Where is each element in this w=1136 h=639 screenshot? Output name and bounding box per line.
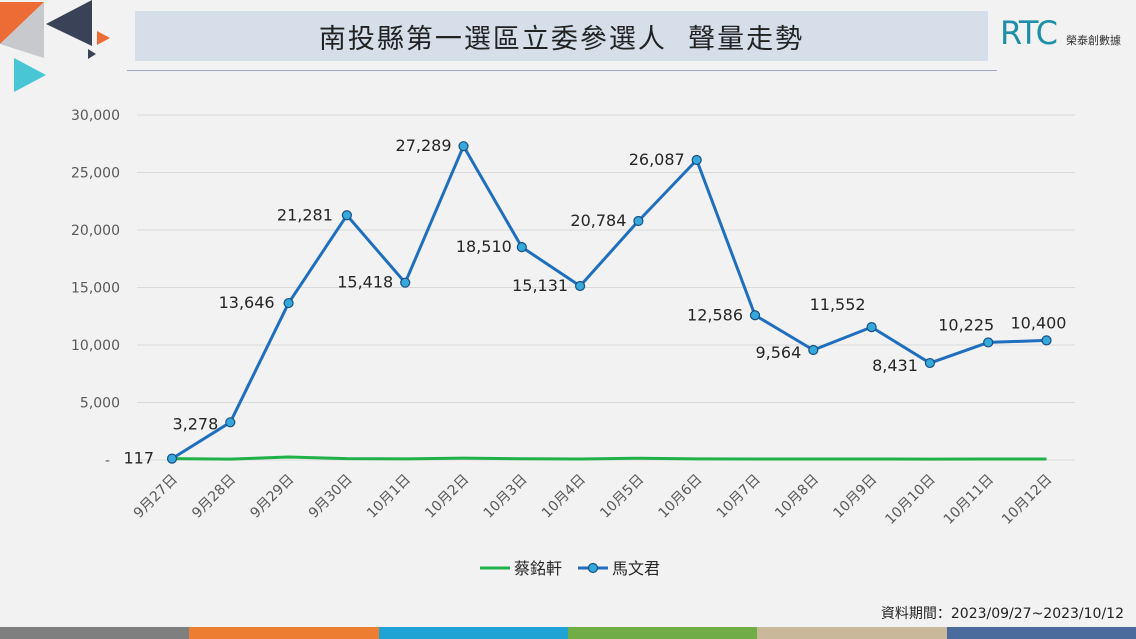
- data-label: 20,784: [570, 211, 626, 230]
- x-tick-label: 10月9日: [830, 472, 880, 522]
- bottom-bar-segment: [0, 627, 190, 639]
- x-tick-label: 10月11日: [941, 472, 997, 528]
- bottom-bar-segment: [757, 627, 947, 639]
- data-point: [225, 417, 236, 428]
- data-label: 27,289: [396, 136, 452, 155]
- data-point: [516, 242, 527, 253]
- legend-label: 蔡銘軒: [514, 559, 562, 578]
- data-label: 26,087: [629, 150, 685, 169]
- data-label: 13,646: [219, 293, 275, 312]
- x-tick-label: 10月6日: [656, 472, 706, 522]
- data-point: [341, 210, 352, 221]
- x-tick-label: 10月1日: [364, 472, 414, 522]
- legend-label: 馬文君: [612, 559, 660, 578]
- logo-sub-text: 榮泰創數據: [1066, 34, 1121, 47]
- data-label: 18,510: [456, 237, 512, 256]
- data-point: [808, 344, 819, 356]
- data-point: [983, 337, 994, 348]
- data-point: [458, 141, 469, 152]
- series-line: [171, 455, 1047, 461]
- series-line: [171, 144, 1047, 460]
- title-banner: 南投縣第一選區立委參選人 聲量走勢: [135, 11, 988, 61]
- data-label: 11,552: [810, 295, 866, 314]
- line-chart: - 5,000 10,000 15,000 20,000 25,000 30,000 9月27…: [71, 108, 1075, 578]
- data-label: 8,431: [872, 356, 918, 375]
- data-point: [166, 453, 178, 464]
- data-label: 12,586: [687, 305, 743, 324]
- data-point: [633, 215, 644, 227]
- x-tick-label: 10月3日: [481, 472, 531, 522]
- data-point: [574, 280, 586, 292]
- corner-decoration: [0, 0, 110, 92]
- y-tick-label: 25,000: [71, 166, 120, 182]
- page-title: 南投縣第一選區立委參選人 聲量走勢: [318, 23, 805, 55]
- data-label: 10,225: [938, 315, 994, 334]
- deco-navy-triangle: [46, 0, 92, 46]
- x-tick-label: 9月27日: [131, 472, 181, 522]
- bottom-bar-segment: [378, 627, 568, 639]
- y-tick-label: 20,000: [71, 223, 120, 239]
- x-tick-label: 9月29日: [247, 472, 297, 522]
- x-tick-label: 9月30日: [306, 472, 356, 522]
- data-point: [1041, 335, 1052, 346]
- data-label: 9,564: [755, 343, 801, 362]
- deco-gray-triangle: [0, 2, 44, 58]
- data-label: 15,418: [337, 273, 393, 292]
- data-label: 15,131: [512, 276, 568, 295]
- deco-navy-small-triangle: [88, 49, 96, 59]
- data-period-note: 資料期間：2023/09/27~2023/10/12: [880, 606, 1124, 622]
- x-tick-label: 10月7日: [714, 472, 764, 522]
- data-label: 10,400: [1011, 313, 1067, 332]
- data-point: [866, 322, 877, 333]
- data-point: [400, 277, 411, 288]
- x-tick-label: 10月8日: [772, 472, 822, 522]
- data-point: [924, 357, 936, 369]
- data-label: 117: [123, 449, 154, 468]
- rtc-logo: RTC 榮泰創數據: [1000, 14, 1130, 58]
- y-tick-label: 5,000: [80, 396, 120, 412]
- bottom-bar-segment: [567, 627, 758, 639]
- y-tick-label: 30,000: [71, 108, 120, 124]
- bottom-color-bar: [0, 627, 1136, 639]
- x-tick-label: 10月2日: [422, 472, 472, 522]
- bottom-bar-segment: [189, 627, 379, 639]
- legend-marker: [587, 562, 599, 574]
- logo-main-text: RTC: [1000, 14, 1058, 52]
- y-tick-label: 15,000: [71, 281, 120, 297]
- x-tick-label: 10月5日: [597, 472, 647, 522]
- data-point: [749, 310, 761, 321]
- data-point: [283, 297, 294, 309]
- deco-teal-triangle: [14, 58, 46, 92]
- y-tick-label: 10,000: [71, 338, 120, 354]
- data-label: 21,281: [277, 205, 333, 224]
- y-tick-label: -: [105, 453, 110, 469]
- bottom-bar-segment: [946, 627, 1136, 639]
- x-tick-label: 10月4日: [539, 472, 589, 522]
- deco-orange-small-triangle: [97, 31, 110, 45]
- x-tick-label: 9月28日: [189, 472, 239, 522]
- title-divider: [127, 70, 997, 71]
- data-point: [691, 154, 702, 166]
- x-tick-label: 10月10日: [882, 472, 938, 528]
- x-tick-label: 10月12日: [999, 472, 1055, 528]
- data-label: 3,278: [172, 414, 218, 433]
